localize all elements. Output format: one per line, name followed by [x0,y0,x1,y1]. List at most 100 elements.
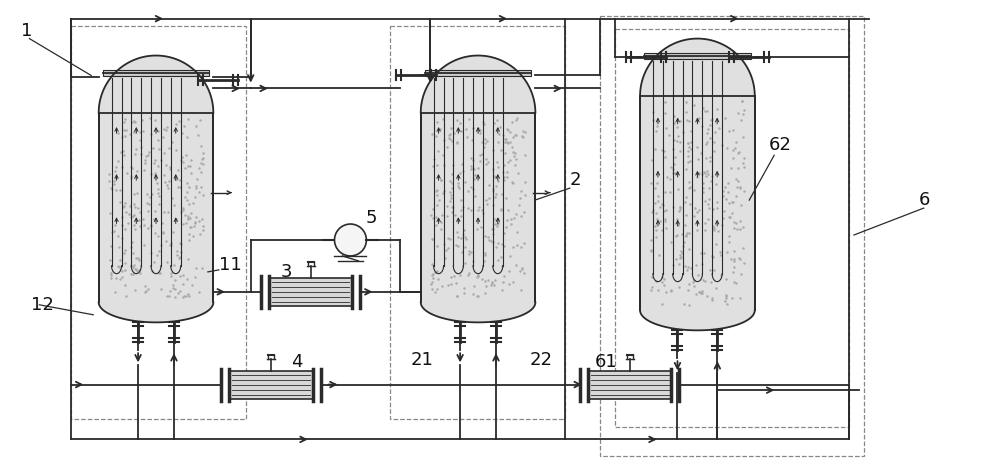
Point [470,124,486,132]
Point [507,161,523,169]
Point [733,116,749,124]
Point [729,225,745,232]
Point [439,143,455,151]
Text: 12: 12 [31,296,54,314]
Point [178,152,194,159]
Point [429,162,445,169]
Point [114,133,130,140]
Point [191,288,207,296]
Point [155,230,171,237]
Point [149,179,165,187]
Point [490,239,506,247]
Point [187,219,203,226]
Point [164,194,180,202]
Point [446,129,462,137]
Point [442,188,458,196]
Point [439,212,455,220]
Point [169,175,185,182]
Point [140,224,156,232]
Point [721,238,737,246]
Text: 3: 3 [281,263,292,281]
Point [674,230,690,237]
Point [672,147,688,155]
Point [489,222,505,230]
Point [454,160,470,167]
Point [113,148,129,155]
Point [677,221,693,229]
Point [735,223,751,230]
Point [117,281,133,288]
Bar [421,113,535,302]
Point [477,251,493,259]
FancyArrowPatch shape [227,191,231,195]
Point [704,295,720,302]
Point [728,192,744,200]
Point [470,292,486,300]
Point [194,264,210,272]
Point [654,226,670,233]
Point [117,132,133,140]
Point [172,253,188,261]
Point [717,114,733,122]
Point [517,128,533,135]
Point [688,262,704,269]
Point [505,179,521,187]
Point [474,150,490,157]
Point [488,190,504,198]
Point [697,219,713,227]
Point [463,249,479,256]
Point [650,197,666,204]
Point [178,219,194,227]
Point [734,97,750,105]
Point [108,275,124,282]
Point [686,212,702,219]
Point [515,134,531,141]
Point [143,130,159,138]
Point [161,178,177,185]
Point [725,126,741,133]
Point [110,130,126,137]
Point [123,163,139,171]
Point [424,285,440,293]
Point [656,147,672,155]
Point [464,137,480,144]
Point [423,211,439,219]
Point [722,213,738,221]
Point [183,209,199,216]
Point [699,292,715,300]
Point [172,272,188,280]
Point [163,239,179,246]
Point [104,186,120,193]
Point [175,204,191,211]
Point [425,162,441,170]
Point [508,155,524,163]
Point [453,213,469,220]
Point [168,146,184,154]
Point [465,156,481,163]
Point [479,200,495,208]
Point [485,202,501,209]
Point [442,135,458,143]
Point [191,164,207,172]
Point [665,261,681,269]
Point [429,268,445,275]
Point [657,154,673,161]
Point [672,254,688,261]
Point [140,151,156,159]
Point [736,187,752,195]
Point [112,186,128,194]
Point [147,229,163,237]
Point [674,250,690,257]
Point [450,242,466,250]
Point [153,156,169,163]
Point [469,225,485,233]
Point [159,292,175,300]
Point [661,131,677,138]
Point [163,270,179,277]
Point [180,162,196,170]
Point [144,267,160,275]
Point [736,260,752,267]
Point [429,192,445,199]
Point [463,166,479,173]
Point [110,233,126,240]
